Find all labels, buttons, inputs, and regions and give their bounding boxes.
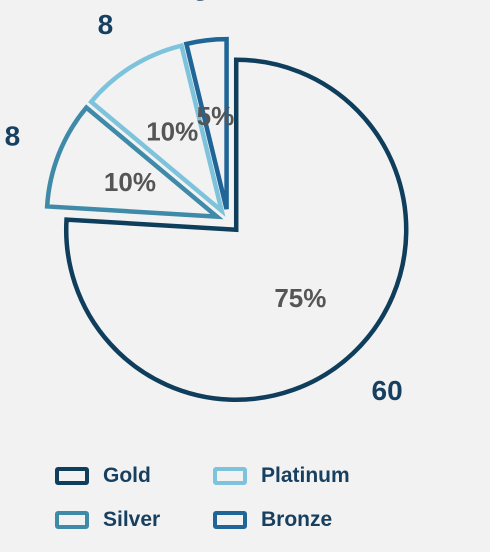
pie-percent-label-bronze: 5% [197, 101, 235, 131]
pie-slice-platinum [88, 42, 226, 217]
legend-label-platinum: Platinum [261, 464, 350, 487]
legend-item-silver: Silver [55, 506, 213, 534]
legend-swatch-gold [55, 467, 89, 485]
legend-item-bronze: Bronze [213, 506, 373, 534]
legend: Gold Platinum Silver Bronze [55, 462, 373, 534]
legend-swatch-silver [55, 511, 89, 529]
pie-slice-gold [63, 57, 409, 402]
pie-slice-bronze [183, 36, 229, 210]
legend-label-silver: Silver [103, 508, 161, 531]
pie-count-label-bronze: 3 [193, 0, 209, 7]
pie-slice-silver [44, 104, 224, 220]
pie-count-label-silver: 8 [5, 120, 21, 151]
legend-item-gold: Gold [55, 462, 213, 490]
pie-percent-label-platinum: 10% [146, 116, 198, 146]
pie-count-label-gold: 60 [372, 375, 403, 406]
pie-percent-label-gold: 75% [274, 283, 326, 313]
legend-swatch-platinum [213, 467, 247, 485]
pie-percent-label-silver: 10% [104, 167, 156, 197]
pie-chart-svg: 75% 60 10% 8 10% 8 5% 3 [5, 0, 409, 406]
legend-item-platinum: Platinum [213, 462, 373, 490]
legend-swatch-bronze [213, 511, 247, 529]
legend-label-bronze: Bronze [261, 508, 333, 531]
pie-count-label-platinum: 8 [98, 9, 114, 40]
legend-label-gold: Gold [103, 464, 151, 487]
